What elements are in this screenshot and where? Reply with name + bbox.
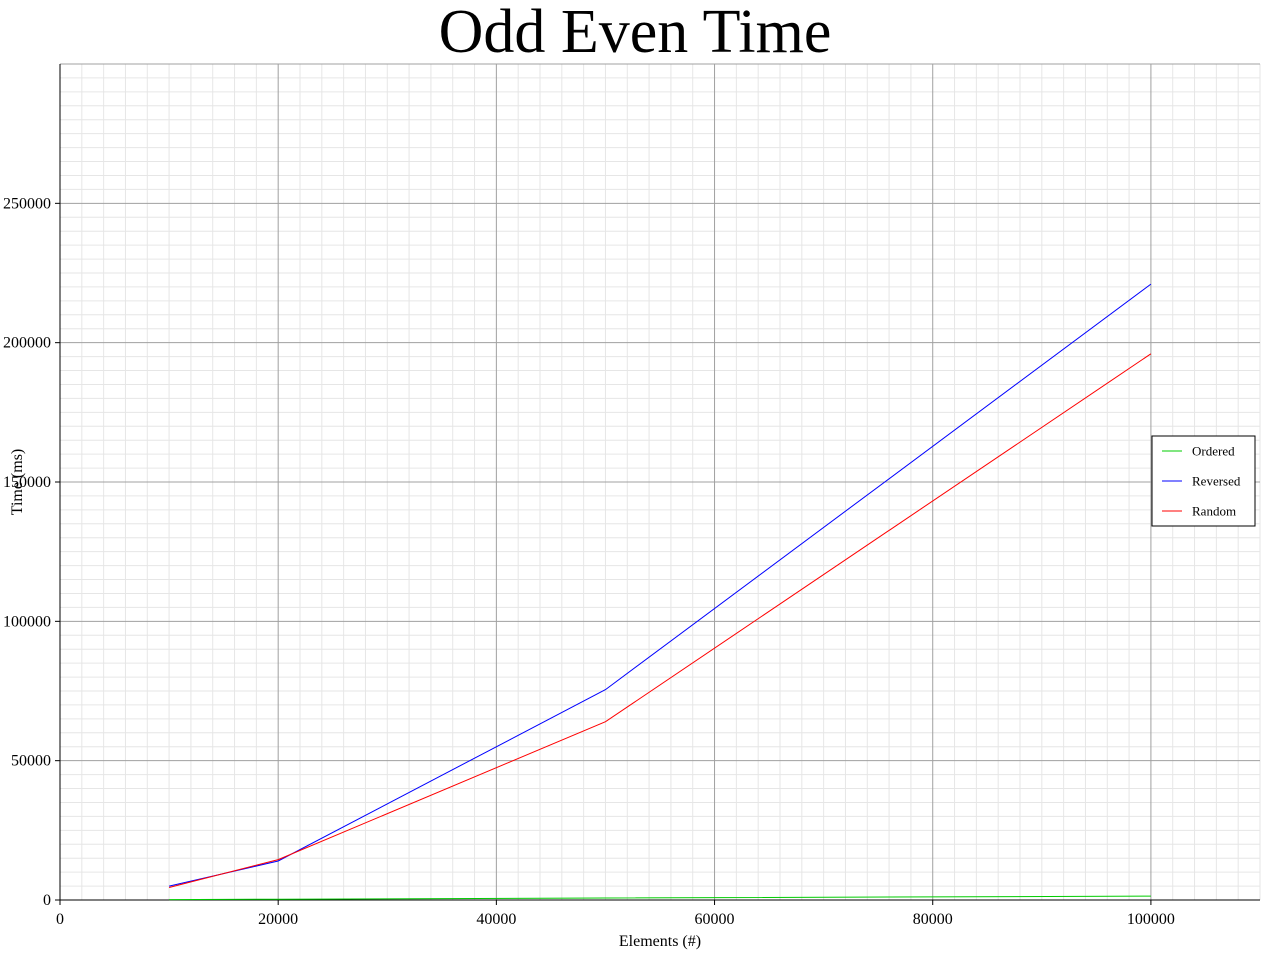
y-tick-label: 150000 — [3, 474, 51, 491]
legend-label: Random — [1192, 504, 1236, 519]
legend-label: Reversed — [1192, 474, 1241, 489]
series-line-random — [168, 353, 1152, 888]
x-tick-label: 0 — [56, 911, 64, 928]
y-tick-label: 200000 — [3, 335, 51, 352]
x-tick-label: 80000 — [913, 911, 953, 928]
legend: Ordered Reversed Random — [1151, 435, 1256, 527]
x-tick-label: 100000 — [1127, 911, 1175, 928]
series-line-reversed — [168, 283, 1152, 887]
x-axis-label: Elements (#) — [619, 933, 701, 950]
chart-title: Odd Even Time — [438, 0, 832, 66]
y-tick-label: 0 — [43, 892, 51, 909]
y-ticks: 0 50000 100000 150000 200000 250000 — [3, 195, 60, 909]
y-axis-label: Time (ms) — [9, 449, 26, 516]
legend-label: Ordered — [1192, 444, 1235, 459]
x-tick-label: 40000 — [476, 911, 516, 928]
y-tick-label: 50000 — [11, 753, 51, 770]
x-ticks: 0 20000 40000 60000 80000 100000 — [56, 900, 1175, 928]
x-tick-label: 60000 — [695, 911, 735, 928]
y-tick-label: 250000 — [3, 195, 51, 212]
major-grid — [60, 63, 1260, 900]
y-tick-label: 100000 — [3, 613, 51, 630]
series-line-ordered — [169, 895, 1151, 901]
series-lines — [168, 283, 1152, 901]
x-tick-label: 20000 — [258, 911, 298, 928]
